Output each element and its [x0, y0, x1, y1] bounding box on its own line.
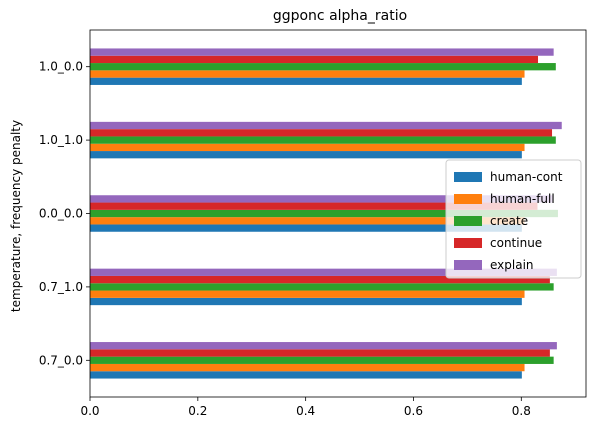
bar-continue-0.7_0.0 [90, 349, 550, 357]
legend-swatch-create [454, 216, 482, 226]
bar-continue-0.0_0.0 [90, 202, 538, 210]
y-axis-label: temperature, frequency penalty [9, 120, 23, 312]
legend-swatch-continue [454, 238, 482, 248]
bar-human-full-0.7_0.0 [90, 363, 525, 372]
bar-human-cont-1.0_1.0 [90, 151, 522, 159]
bar-human-cont-0.7_1.0 [90, 297, 522, 306]
bar-human-full-1.0_0.0 [90, 70, 525, 78]
chart-title: ggponc alpha_ratio [273, 8, 407, 24]
y-tick-label: 1.0_1.0 [39, 133, 83, 147]
legend-label-create: create [490, 214, 528, 228]
legend-label-human-full: human-full [490, 192, 555, 206]
y-tick-label: 0.7_0.0 [39, 353, 83, 367]
bar-create-0.7_0.0 [90, 356, 554, 364]
x-tick-label: 0.6 [404, 404, 423, 418]
legend-swatch-human-cont [454, 172, 482, 182]
bar-create-0.7_1.0 [90, 283, 554, 291]
bar-human-cont-0.7_0.0 [90, 371, 522, 379]
y-tick-label: 1.0_0.0 [39, 60, 83, 74]
bar-human-full-1.0_1.0 [90, 143, 525, 152]
bar-explain-0.0_0.0 [90, 195, 553, 203]
axes-group: 0.0 0.2 0.4 0.6 0.8 0.7_0.0 0.7_1.0 0.0_0.0 1.0_… [39, 29, 587, 418]
bar-explain-0.7_1.0 [90, 268, 557, 276]
bar-human-cont-1.0_0.0 [90, 77, 522, 85]
legend-frame [445, 159, 582, 279]
bar-continue-1.0_1.0 [90, 129, 553, 137]
bar-continue-1.0_0.0 [90, 55, 539, 64]
legend-swatch-explain [454, 260, 482, 270]
legend-label-continue: continue [490, 236, 542, 250]
legend: human-cont human-full create continue explai… [445, 159, 582, 279]
x-tick-label: 0.0 [80, 404, 99, 418]
bar-create-1.0_0.0 [90, 63, 556, 71]
y-tick-label: 0.7_1.0 [39, 280, 83, 294]
x-tick-label: 0.8 [512, 404, 531, 418]
bar-explain-1.0_0.0 [90, 48, 554, 56]
bars-group [90, 48, 562, 379]
x-tick-label: 0.2 [188, 404, 207, 418]
bar-explain-0.7_0.0 [90, 342, 557, 350]
legend-label-human-cont: human-cont [490, 170, 563, 184]
bar-explain-1.0_1.0 [90, 121, 562, 130]
bar-human-full-0.0_0.0 [90, 217, 525, 225]
bar-create-1.0_1.0 [90, 136, 556, 144]
x-tick-label: 0.4 [296, 404, 315, 418]
bar-human-cont-0.0_0.0 [90, 224, 522, 232]
y-tick-label: 0.0_0.0 [39, 207, 83, 221]
legend-label-explain: explain [490, 258, 534, 272]
bar-continue-0.7_1.0 [90, 275, 550, 284]
legend-swatch-human-full [454, 194, 482, 204]
bar-human-full-0.7_1.0 [90, 290, 525, 298]
bar-create-0.0_0.0 [90, 209, 558, 218]
